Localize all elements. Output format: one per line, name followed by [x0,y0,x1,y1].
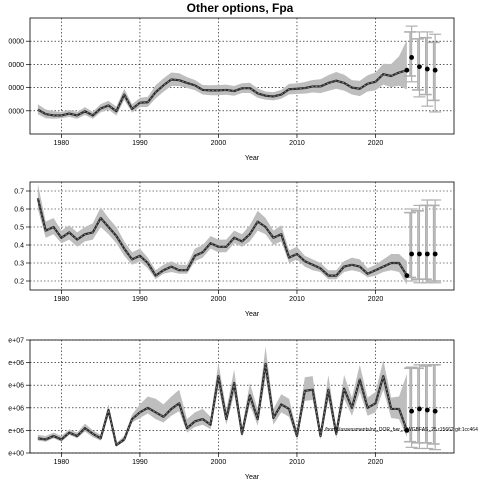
y-tick-label: 0.5 [14,225,24,232]
y-tick-label: 0000 [8,62,24,69]
projection-point [432,67,438,73]
y-tick-label: 0000 [8,108,24,115]
x-tick-label: 2010 [289,140,305,147]
projection-point [417,406,422,412]
y-tick-label: 0000 [8,85,24,92]
projection-point [432,251,438,257]
x-tick-label: 2020 [368,296,384,303]
y-tick-label: 0.6 [14,207,24,214]
projection-point [417,251,422,257]
x-tick-label: 1980 [54,140,70,147]
y-tick-label: 0.7 [14,189,24,196]
projection-point [424,251,430,257]
projection-point [424,407,430,413]
plot-frame [29,339,455,454]
x-tick-label: 1990 [132,140,148,147]
series-line [37,69,408,117]
last-estimate-point [404,428,410,433]
y-tick-label: 0.3 [14,261,24,268]
series-line-dashed [37,363,408,446]
x-tick-label: 2020 [368,459,384,466]
y-tick-label: e+00 [8,451,24,458]
projection-point [409,408,414,414]
y-tick-label: 0.2 [14,279,24,286]
x-tick-label: 2000 [211,296,227,303]
y-tick-label: 0000 [8,39,24,46]
x-tick-label: 1980 [54,296,70,303]
last-estimate-point [404,273,410,278]
plot-frame [29,17,455,135]
x-axis-label: Year [245,155,260,162]
confidence-band [37,183,407,285]
x-tick-label: 2020 [368,140,384,147]
x-tick-label: 1990 [132,459,148,466]
y-tick-label: e+06 [8,383,24,390]
last-estimate-point [404,67,410,73]
plot-frame [29,181,455,291]
x-tick-label: 1980 [54,459,70,466]
x-tick-label: 2010 [289,459,305,466]
y-tick-label: e+06 [8,405,24,412]
x-tick-label: 2000 [211,459,227,466]
panel-fishing-mortality: 1980 1990 2000 2010 2020 0.2 0.3 0.4 0.5 0.6 0.7 Ye… [14,181,455,318]
projection-point [424,66,430,72]
chart-title: Other options, Fpa [186,1,294,15]
projection-point [409,251,414,257]
y-tick-label: 0.4 [14,243,24,250]
projection-point [432,408,438,414]
y-tick-label: e+07 [8,338,24,345]
projection-point [409,55,414,60]
series-line [36,197,408,277]
confidence-band [37,40,407,119]
y-tick-label: e+06 [8,360,24,367]
panel-recruitment: 1980 1990 2000 2010 2020 e+00 e+06 e+06 e+06 e+06… [8,338,455,480]
x-tick-label: 2010 [289,296,305,303]
y-tick-label: e+06 [8,428,24,435]
watermark-path: /home/assessments/ns_DOR_her_1/WGBFAS_25… [325,427,478,433]
x-tick-label: 2000 [211,140,227,147]
panel-spawning-biomass: 1980 1990 2000 2010 2020 0000 0000 0000 0000 Year [8,17,455,162]
x-axis-label: Year [245,474,260,480]
x-axis-label: Year [245,311,260,318]
projection-point [417,64,422,70]
x-tick-label: 1990 [132,296,148,303]
